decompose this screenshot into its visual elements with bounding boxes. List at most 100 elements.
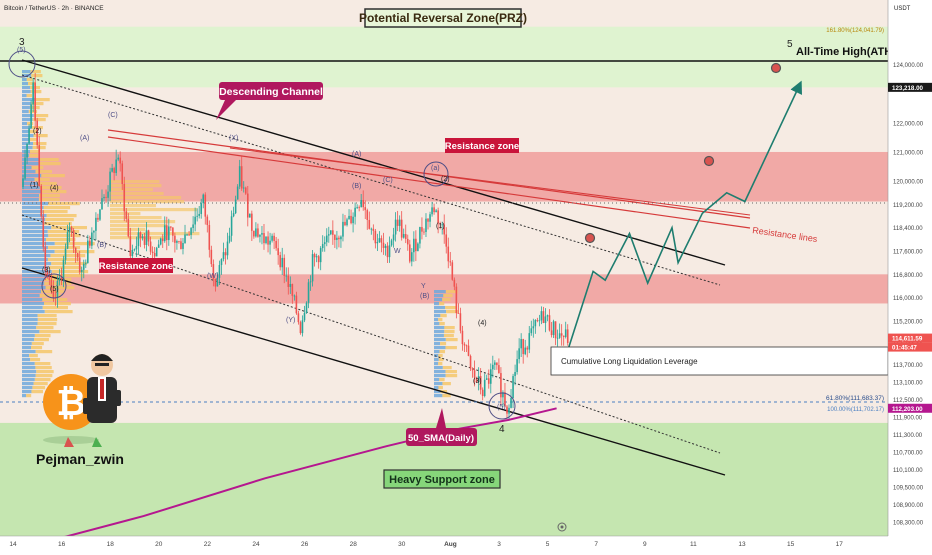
volume-bar	[22, 234, 49, 238]
candle-body	[186, 234, 188, 236]
volume-bar	[110, 220, 176, 224]
candle-body	[311, 254, 314, 282]
candle-body	[522, 339, 524, 355]
settings-icon[interactable]	[557, 522, 567, 532]
resistance-zone-lower-box	[99, 258, 173, 273]
candle-body	[222, 252, 225, 260]
volume-bar	[22, 314, 38, 318]
candle-body	[327, 234, 330, 236]
candle-body	[224, 252, 227, 256]
volume-bar	[110, 192, 164, 196]
price-tick-label: 118,400.00	[893, 226, 923, 232]
candle-body	[265, 236, 267, 244]
volume-bar	[26, 394, 32, 398]
volume-bar	[22, 330, 40, 334]
volume-bar	[31, 342, 44, 346]
candle-body	[194, 216, 196, 225]
volume-bar	[22, 254, 51, 258]
candle-body	[562, 335, 565, 337]
candle-body	[212, 264, 215, 279]
candle-body	[168, 226, 170, 241]
resistance-line-2	[107, 136, 751, 229]
candle-body	[56, 281, 59, 298]
candle-body	[530, 328, 533, 334]
volume-bar	[110, 184, 162, 188]
wave-label: Y	[421, 283, 426, 290]
volume-bar	[110, 224, 167, 228]
volume-bar	[22, 190, 42, 194]
candles-layer	[22, 73, 569, 421]
volume-bar	[42, 298, 68, 302]
volume-bar	[44, 310, 73, 314]
volume-bar	[22, 94, 27, 98]
candle-body	[303, 312, 306, 321]
candle-body	[279, 255, 281, 268]
target-icon	[584, 232, 596, 244]
candle-body	[44, 247, 47, 271]
fib-618-label: 61.80%(111,683.37)	[826, 395, 884, 402]
volume-bar	[51, 270, 89, 274]
volume-bar	[22, 290, 42, 294]
candle-body	[34, 82, 36, 121]
candle-body	[204, 194, 207, 217]
candle-body	[465, 345, 468, 347]
volume-bar	[110, 200, 185, 204]
volume-bar	[22, 210, 43, 214]
sma-pointer	[436, 408, 446, 428]
volume-bar	[22, 122, 28, 126]
volume-bar	[22, 82, 29, 86]
candle-body	[546, 315, 549, 317]
price-tick-label: 115,200.00	[893, 319, 923, 325]
candle-body	[84, 262, 87, 264]
volume-bar	[22, 322, 38, 326]
candle-body	[372, 228, 375, 231]
sma-box	[406, 428, 477, 446]
candle-body	[423, 231, 425, 233]
volume-bar	[434, 318, 439, 322]
candle-body	[232, 213, 235, 217]
bitcoin-logo-icon	[43, 374, 99, 430]
candle-body	[30, 104, 32, 129]
volume-bar	[45, 286, 75, 290]
candle-body	[155, 247, 158, 257]
candle-body	[408, 244, 411, 262]
price-tick-label: 113,100.00	[893, 381, 923, 387]
candle-body	[202, 194, 205, 204]
volume-bar	[434, 290, 446, 294]
volume-bar	[445, 306, 457, 310]
candle-body	[313, 254, 316, 258]
volume-bar	[22, 186, 40, 190]
time-tick-label: Aug	[444, 541, 457, 548]
candle-body	[481, 389, 484, 396]
volume-bar	[22, 166, 32, 170]
support-label: Heavy Support zone	[389, 474, 495, 486]
volume-bar	[31, 102, 44, 106]
candle-body	[52, 289, 55, 298]
candle-body	[137, 232, 140, 247]
channel-mid-line-lower	[21, 214, 721, 454]
volume-bar	[30, 90, 42, 94]
wave-label: (X)	[229, 135, 238, 142]
time-axis	[0, 536, 932, 550]
candle-body	[32, 82, 34, 105]
candle-body	[532, 326, 535, 329]
volume-bar	[37, 318, 58, 322]
volume-bar	[434, 306, 446, 310]
candle-body	[125, 211, 128, 219]
candle-body	[554, 321, 557, 339]
candle-body	[281, 257, 284, 268]
volume-bar	[22, 390, 32, 394]
candle-body	[319, 248, 322, 263]
volume-bar	[22, 350, 36, 354]
volume-bar	[440, 342, 447, 346]
volume-bar	[37, 314, 57, 318]
volume-bar	[22, 174, 42, 178]
candle-body	[74, 247, 77, 254]
volume-bar	[445, 290, 458, 294]
volume-bar	[446, 310, 459, 314]
candle-body	[489, 369, 492, 384]
volume-bar	[445, 338, 458, 342]
volume-bar	[33, 134, 48, 138]
candle-body	[526, 347, 529, 350]
candle-body	[550, 330, 553, 336]
